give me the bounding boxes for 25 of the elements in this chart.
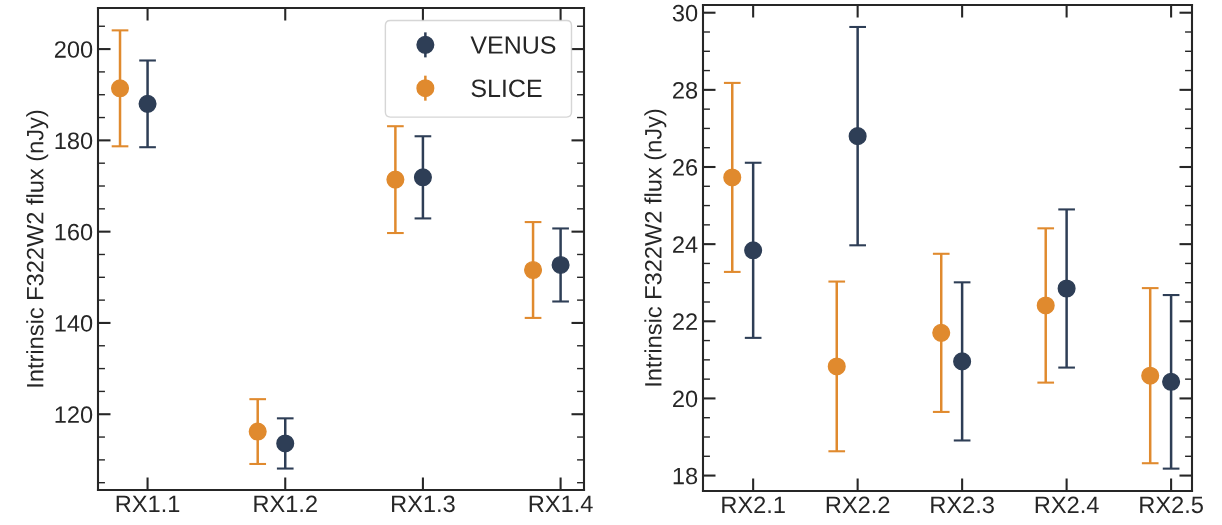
- y-tick-label: 22: [673, 313, 697, 330]
- legend-label: SLICE: [471, 79, 542, 98]
- legend-label: VENUS: [470, 36, 556, 54]
- y-tick-label: 30: [672, 4, 698, 22]
- y-tick-label: 120: [55, 406, 93, 424]
- y-tick-label: 140: [55, 315, 93, 332]
- y-axis-title: Intrinsic F322W2 flux (nJy): [26, 110, 49, 387]
- y-axis-title: Intrinsic F322W2 flux (nJy): [644, 109, 667, 386]
- x-tick-label: RX2.3: [931, 496, 994, 514]
- y-tick-label: 180: [55, 132, 93, 150]
- y-tick-label: 20: [673, 390, 698, 408]
- x-tick-label: RX2.4: [1035, 496, 1099, 513]
- x-tick-label: RX1.4: [529, 495, 593, 512]
- x-tick-label: RX1.3: [392, 495, 455, 513]
- x-tick-label: RX1.2: [254, 495, 317, 512]
- x-tick-label: RX1.1: [116, 495, 180, 512]
- y-tick-label: 160: [55, 223, 93, 241]
- y-tick-label: 28: [673, 81, 698, 99]
- y-tick-label: 24: [673, 236, 698, 253]
- y-tick-label: 200: [54, 41, 93, 58]
- x-tick-label: RX2.1: [722, 496, 785, 513]
- x-tick-label: RX2.2: [826, 496, 890, 513]
- x-tick-label: RX2.5: [1140, 496, 1203, 514]
- y-tick-label: 26: [673, 159, 698, 176]
- y-tick-label: 18: [673, 467, 698, 485]
